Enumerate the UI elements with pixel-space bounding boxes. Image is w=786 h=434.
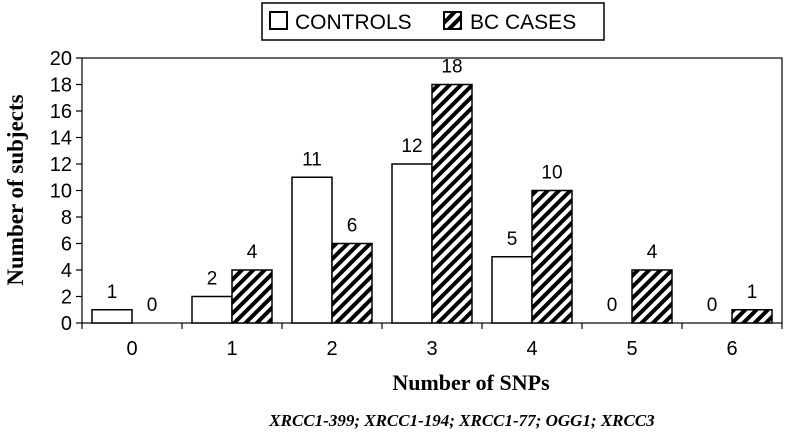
x-axis-title: Number of SNPs: [392, 370, 550, 395]
data-label-bc-cases: 0: [147, 295, 158, 316]
y-tick-label: 18: [50, 75, 72, 97]
x-tick-label: 4: [526, 338, 537, 360]
snp-note: XRCC1-399; XRCC1-194; XRCC1-77; OGG1; XR…: [268, 411, 655, 430]
legend-label-controls: CONTROLS: [295, 11, 412, 34]
x-tick-label: 5: [626, 338, 637, 360]
bar-bc-cases: [231, 269, 273, 324]
data-label-controls: 11: [302, 149, 322, 170]
bar-controls: [391, 163, 433, 324]
legend-swatch-controls: [269, 11, 288, 30]
x-tick-label: 0: [126, 338, 137, 360]
y-tick-label: 0: [61, 313, 72, 335]
y-axis-title: Number of subjects: [3, 94, 28, 285]
y-tick-label: 12: [50, 154, 72, 176]
x-tick-label: 6: [726, 338, 737, 360]
y-tick-label: 6: [61, 234, 72, 256]
data-label-controls: 2: [207, 269, 218, 290]
y-axis: 0 2 4 6 8 10 12 14 16 18 20: [50, 48, 82, 335]
bar-bc-cases: [431, 83, 473, 324]
y-tick-label: 4: [61, 260, 72, 282]
data-label-bc-cases: 6: [347, 216, 358, 237]
data-label-bc-cases: 18: [441, 57, 462, 78]
y-tick-label: 2: [61, 287, 72, 309]
x-tick-label: 1: [226, 338, 237, 360]
data-label-controls: 1: [107, 282, 118, 303]
legend: CONTROLS BC CASES: [261, 2, 605, 41]
bars: [91, 83, 773, 324]
data-label-controls: 0: [707, 295, 718, 316]
data-label-bc-cases: 1: [747, 282, 758, 303]
y-tick-label: 8: [61, 207, 72, 229]
bar-bc-cases: [331, 242, 373, 324]
bar-bc-cases: [531, 189, 573, 324]
x-tick-label: 2: [326, 338, 337, 360]
bar-controls: [91, 309, 133, 324]
legend-label-bc-cases: BC CASES: [470, 11, 576, 34]
data-label-controls: 12: [401, 136, 422, 157]
bar-bc-cases: [731, 309, 773, 324]
y-tick-label: 16: [50, 101, 72, 123]
y-tick-label: 14: [50, 128, 72, 150]
bar-bc-cases: [631, 269, 673, 324]
data-label-bc-cases: 4: [647, 242, 658, 263]
data-label-bc-cases: 4: [247, 242, 258, 263]
y-tick-label: 10: [50, 181, 72, 203]
legend-box: [261, 2, 605, 41]
legend-swatch-bc-cases: [443, 11, 462, 30]
x-axis: 0 1 2 3 4 5 6: [81, 323, 783, 360]
data-label-controls: 5: [507, 229, 518, 250]
data-label-bc-cases: 10: [541, 163, 562, 184]
bar-controls: [491, 256, 533, 324]
x-tick-label: 3: [426, 338, 437, 360]
y-tick-label: 20: [50, 48, 72, 70]
bar-controls: [191, 295, 233, 324]
data-label-controls: 0: [607, 295, 618, 316]
bar-controls: [291, 176, 333, 324]
